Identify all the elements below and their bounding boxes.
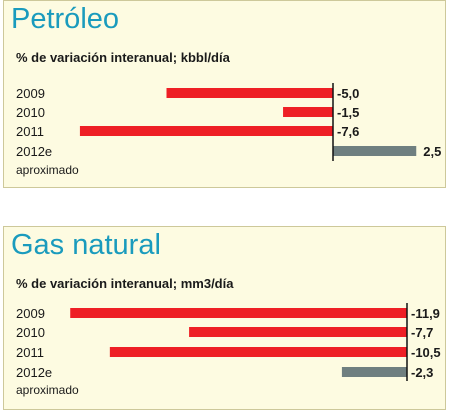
value-label: -1,5 xyxy=(337,105,359,120)
value-label: -7,6 xyxy=(337,124,359,139)
chart-subtitle: % de variación interanual; mm3/día xyxy=(16,276,234,291)
bar-2010 xyxy=(283,107,333,117)
bar-2009 xyxy=(166,88,333,98)
bar-2010 xyxy=(189,327,407,337)
category-label: 2011 xyxy=(16,345,44,360)
bar-chart-gas-natural: 2009 -11,9 2010 -7,7 2011 -10,5 2012e -2,3 xyxy=(16,303,441,381)
bar-chart-petroleo: 2009 -5,0 2010 -1,5 2011 -7,6 2012e 2,5 xyxy=(16,83,441,161)
value-label: -11,9 xyxy=(411,306,440,321)
category-label: 2010 xyxy=(16,325,45,340)
footnote: aproximado xyxy=(16,383,79,397)
category-label: 2009 xyxy=(16,306,45,321)
value-label: -5,0 xyxy=(337,86,359,101)
footnote: aproximado xyxy=(16,163,79,177)
chart-subtitle: % de variación interanual; kbbl/día xyxy=(16,50,230,65)
bar-2012e xyxy=(341,367,407,377)
bar-2012e xyxy=(333,146,417,156)
chart-title: Gas natural xyxy=(11,229,161,261)
category-label: 2010 xyxy=(16,105,45,120)
bar-2009 xyxy=(70,308,407,318)
value-label: -10,5 xyxy=(411,345,441,360)
value-label: 2,5 xyxy=(423,144,441,159)
bar-2011 xyxy=(79,126,333,136)
category-label: 2012e xyxy=(16,144,52,159)
chart-title: Petróleo xyxy=(11,3,120,35)
value-label: -2,3 xyxy=(411,365,433,380)
category-label: 2011 xyxy=(16,124,44,139)
category-label: 2012e xyxy=(16,365,52,380)
chart-panel-petroleo: Petróleo % de variación interanual; kbbl… xyxy=(3,0,446,188)
category-label: 2009 xyxy=(16,86,45,101)
value-label: -7,7 xyxy=(411,325,433,340)
bar-2011 xyxy=(109,347,407,357)
chart-panel-gas-natural: Gas natural % de variación interanual; m… xyxy=(3,226,446,410)
